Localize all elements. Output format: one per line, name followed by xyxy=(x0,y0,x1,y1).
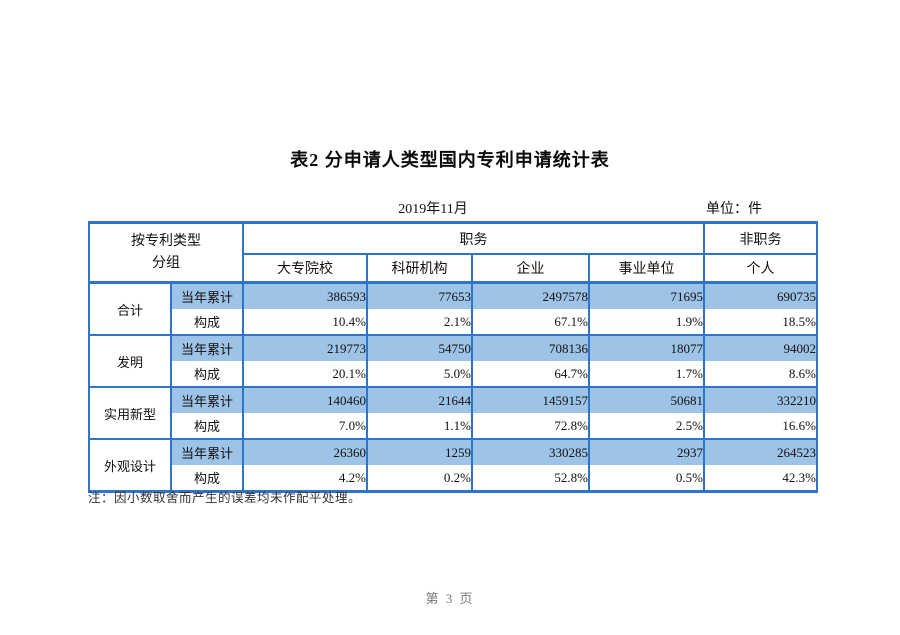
value-cell: 7.0% xyxy=(242,413,368,440)
row-type-label: 当年累计 xyxy=(170,282,244,309)
value-cell: 64.7% xyxy=(471,361,590,388)
value-cell: 16.6% xyxy=(703,413,818,440)
value-cell: 50681 xyxy=(588,387,705,413)
value-cell: 72.8% xyxy=(471,413,590,440)
group-label-invention: 发明 xyxy=(88,335,172,388)
value-cell: 332210 xyxy=(703,387,818,413)
value-cell: 0.2% xyxy=(366,465,473,493)
value-cell: 2937 xyxy=(588,439,705,465)
table-row: 构成 20.1% 5.0% 64.7% 1.7% 8.6% xyxy=(89,361,818,388)
corner-header-line1: 按专利类型 xyxy=(131,233,201,249)
column-header-institutions: 事业单位 xyxy=(588,254,705,284)
value-cell: 690735 xyxy=(703,282,818,309)
table-row: 外观设计 当年累计 26360 1259 330285 2937 264523 xyxy=(88,439,818,493)
column-header-research: 科研机构 xyxy=(366,254,473,284)
corner-header: 按专利类型 分组 xyxy=(88,221,244,284)
row-type-label: 构成 xyxy=(170,465,244,493)
value-cell: 54750 xyxy=(366,335,473,361)
value-cell: 2.5% xyxy=(588,413,705,440)
value-cell: 1459157 xyxy=(471,387,590,413)
value-cell: 386593 xyxy=(242,282,368,309)
date-label: 2019年11月 xyxy=(398,202,468,217)
corner-header-line2: 分组 xyxy=(152,255,180,271)
value-cell: 42.3% xyxy=(703,465,818,493)
value-cell: 219773 xyxy=(242,335,368,361)
value-cell: 18.5% xyxy=(703,309,818,336)
value-cell: 20.1% xyxy=(242,361,368,388)
table-row: 合计 当年累计 386593 77653 2497578 71695 69073… xyxy=(88,282,818,336)
unit-label: 单位：件 xyxy=(706,202,762,217)
table-container: 按专利类型 分组 职务 非职务 大专院校 科研机构 企业 事业单位 个人 合 xyxy=(88,221,818,493)
value-cell: 10.4% xyxy=(242,309,368,336)
table-row: 构成 10.4% 2.1% 67.1% 1.9% 18.5% xyxy=(89,309,818,336)
table-row: 发明 当年累计 219773 54750 708136 18077 94002 xyxy=(88,335,818,388)
value-cell: 2497578 xyxy=(471,282,590,309)
value-cell: 52.8% xyxy=(471,465,590,493)
value-cell: 77653 xyxy=(366,282,473,309)
row-type-label: 构成 xyxy=(170,309,244,336)
value-cell: 94002 xyxy=(703,335,818,361)
value-cell: 1.9% xyxy=(588,309,705,336)
footnote: 注：因小数取舍而产生的误差均未作配平处理。 xyxy=(88,491,362,505)
value-cell: 330285 xyxy=(471,439,590,465)
value-cell: 2.1% xyxy=(366,309,473,336)
value-cell: 21644 xyxy=(366,387,473,413)
page-number: 第 3 页 xyxy=(425,591,475,606)
service-group-header: 职务 xyxy=(242,221,705,255)
row-type-label: 当年累计 xyxy=(170,387,244,413)
value-cell: 1.1% xyxy=(366,413,473,440)
page-title: 表2 分申请人类型国内专利申请统计表 xyxy=(290,150,610,170)
value-cell: 264523 xyxy=(703,439,818,465)
table-row: 构成 7.0% 1.1% 72.8% 2.5% 16.6% xyxy=(89,413,818,440)
group-label-design: 外观设计 xyxy=(88,439,172,493)
nonservice-group-header: 非职务 xyxy=(703,221,818,255)
value-cell: 708136 xyxy=(471,335,590,361)
value-cell: 26360 xyxy=(242,439,368,465)
value-cell: 1259 xyxy=(366,439,473,465)
value-cell: 71695 xyxy=(588,282,705,309)
column-header-enterprises: 企业 xyxy=(471,254,590,284)
table-row: 构成 4.2% 0.2% 52.8% 0.5% 42.3% xyxy=(89,465,818,493)
table-row: 实用新型 当年累计 140460 21644 1459157 50681 332… xyxy=(88,387,818,440)
row-type-label: 构成 xyxy=(170,361,244,388)
value-cell: 140460 xyxy=(242,387,368,413)
row-type-label: 当年累计 xyxy=(170,439,244,465)
value-cell: 67.1% xyxy=(471,309,590,336)
column-header-colleges: 大专院校 xyxy=(242,254,368,284)
value-cell: 18077 xyxy=(588,335,705,361)
value-cell: 1.7% xyxy=(588,361,705,388)
value-cell: 5.0% xyxy=(366,361,473,388)
group-label-utility-model: 实用新型 xyxy=(88,387,172,440)
value-cell: 0.5% xyxy=(588,465,705,493)
value-cell: 4.2% xyxy=(242,465,368,493)
row-type-label: 当年累计 xyxy=(170,335,244,361)
row-type-label: 构成 xyxy=(170,413,244,440)
column-header-individual: 个人 xyxy=(703,254,818,284)
patent-statistics-table: 按专利类型 分组 职务 非职务 大专院校 科研机构 企业 事业单位 个人 合 xyxy=(88,221,818,493)
value-cell: 8.6% xyxy=(703,361,818,388)
group-label-total: 合计 xyxy=(88,282,172,336)
